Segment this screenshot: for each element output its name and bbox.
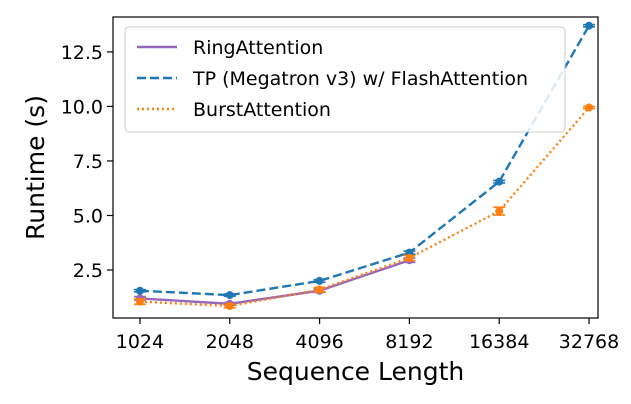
y-tick-label: 12.5 (61, 42, 103, 64)
data-point (135, 297, 144, 306)
series-line (139, 106, 590, 308)
data-point (585, 103, 594, 112)
x-tick-label: 16384 (469, 331, 529, 353)
legend-label: BurstAttention (193, 99, 331, 121)
data-point (315, 285, 324, 294)
data-point (585, 21, 594, 30)
plot-area-frame (112, 16, 599, 319)
y-tick-label: 5.0 (73, 205, 103, 227)
x-tick-label: 4096 (295, 331, 343, 353)
data-point (135, 286, 144, 295)
x-tick-label: 1024 (116, 331, 164, 353)
data-point (495, 177, 504, 186)
data-point (495, 207, 504, 216)
legend-box (124, 26, 566, 133)
y-tick-label: 2.5 (73, 260, 103, 282)
data-point (225, 302, 234, 311)
legend-label: RingAttention (193, 37, 323, 59)
data-point (405, 254, 414, 263)
legend-label: TP (Megatron v3) w/ FlashAttention (192, 68, 528, 90)
x-tick-label: 32768 (559, 331, 619, 353)
data-point (225, 291, 234, 300)
x-axis-ticks: 1024 2048 4096 8192 16384 32768 (116, 318, 619, 353)
x-axis-label: Sequence Length (247, 357, 465, 386)
y-axis-label: Runtime (s) (21, 95, 50, 240)
y-tick-label: 10.0 (61, 96, 103, 118)
series-layer (133, 21, 596, 311)
data-point (315, 276, 324, 285)
series-line (139, 25, 591, 297)
legend: RingAttention TP (Megatron v3) w/ FlashAt… (124, 26, 566, 133)
series-2 (133, 103, 596, 311)
y-axis-ticks: 2.5 5.0 7.5 10.0 12.5 (61, 42, 113, 282)
x-tick-label: 8192 (385, 331, 433, 353)
x-tick-label: 2048 (206, 331, 254, 353)
y-tick-label: 7.5 (73, 151, 103, 173)
